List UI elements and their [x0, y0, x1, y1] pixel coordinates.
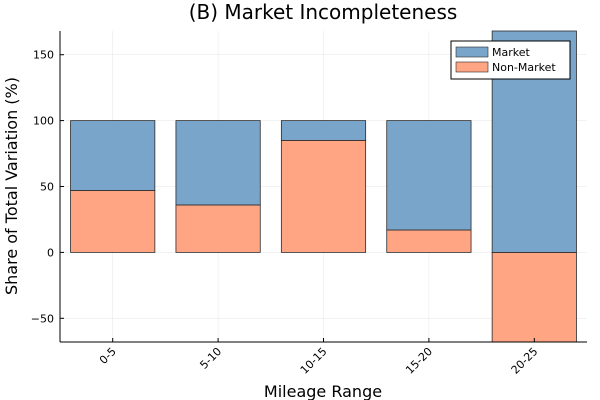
y-tick-label: 50 [40, 181, 54, 194]
bar-market [70, 120, 156, 191]
bar-non-market [491, 251, 577, 343]
legend-label: Market [492, 46, 530, 59]
y-axis-ticks: −50 0 50 100 150 [31, 49, 64, 325]
x-tick-label: 5-10 [197, 345, 224, 372]
legend-swatch [455, 46, 489, 58]
bar-non-market [175, 204, 261, 253]
x-tick-label: 15-20 [403, 345, 435, 377]
bar-market [175, 120, 261, 206]
y-tick-label: 0 [47, 246, 54, 259]
chart-title: (B) Market Incompleteness [189, 0, 458, 24]
x-tick-label: 20-25 [509, 345, 541, 377]
bars [70, 30, 577, 343]
bar-non-market [70, 190, 156, 253]
legend-label: Non-Market [492, 61, 556, 74]
y-axis-label: Share of Total Variation (%) [2, 77, 21, 295]
bar-market [386, 120, 472, 231]
bar-market [280, 120, 367, 141]
x-axis-ticks: 0-5 5-10 10-15 15-20 20-25 [97, 338, 540, 377]
x-tick-label: 10-15 [298, 345, 330, 377]
legend-swatch [455, 61, 489, 73]
bar-non-market [386, 229, 472, 253]
x-tick-label: 0-5 [97, 345, 119, 367]
y-tick-label: 150 [33, 49, 54, 62]
bar-non-market [280, 139, 367, 253]
x-axis-label: Mileage Range [264, 382, 382, 400]
legend: Market Non-Market [450, 40, 571, 80]
y-tick-label: 100 [33, 115, 54, 128]
y-tick-label: −50 [31, 312, 54, 325]
